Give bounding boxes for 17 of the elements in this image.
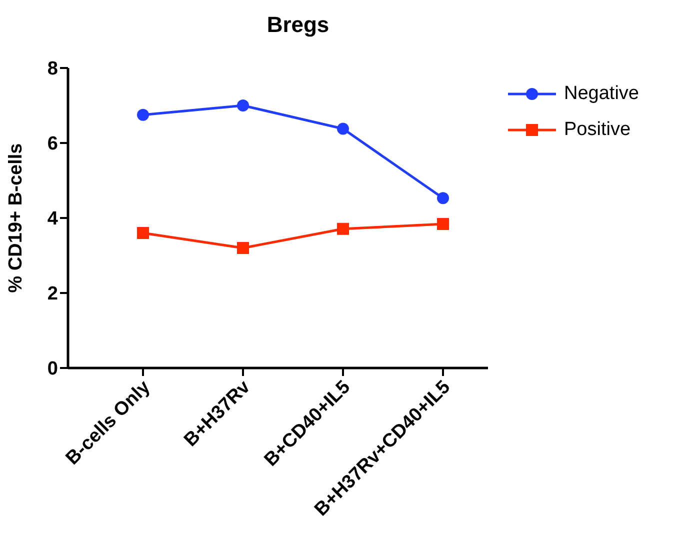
legend-label: Positive: [564, 119, 631, 141]
legend-label: Negative: [564, 83, 639, 105]
point: [337, 222, 349, 235]
point: [437, 192, 449, 204]
point: [437, 218, 449, 230]
y-tick-label: 0: [47, 358, 58, 380]
y-tick-label: 6: [47, 134, 58, 155]
point: [137, 108, 149, 121]
y-tick-label: 2: [47, 284, 58, 305]
point: [337, 122, 349, 135]
point: [237, 100, 249, 112]
y-axis-title: % CD19+ B-cells: [6, 143, 27, 293]
point: [237, 242, 249, 254]
chart-title: Bregs: [266, 12, 330, 38]
y-tick-label: 8: [47, 58, 58, 80]
point: [137, 227, 149, 239]
y-tick-label: 4: [47, 208, 58, 230]
